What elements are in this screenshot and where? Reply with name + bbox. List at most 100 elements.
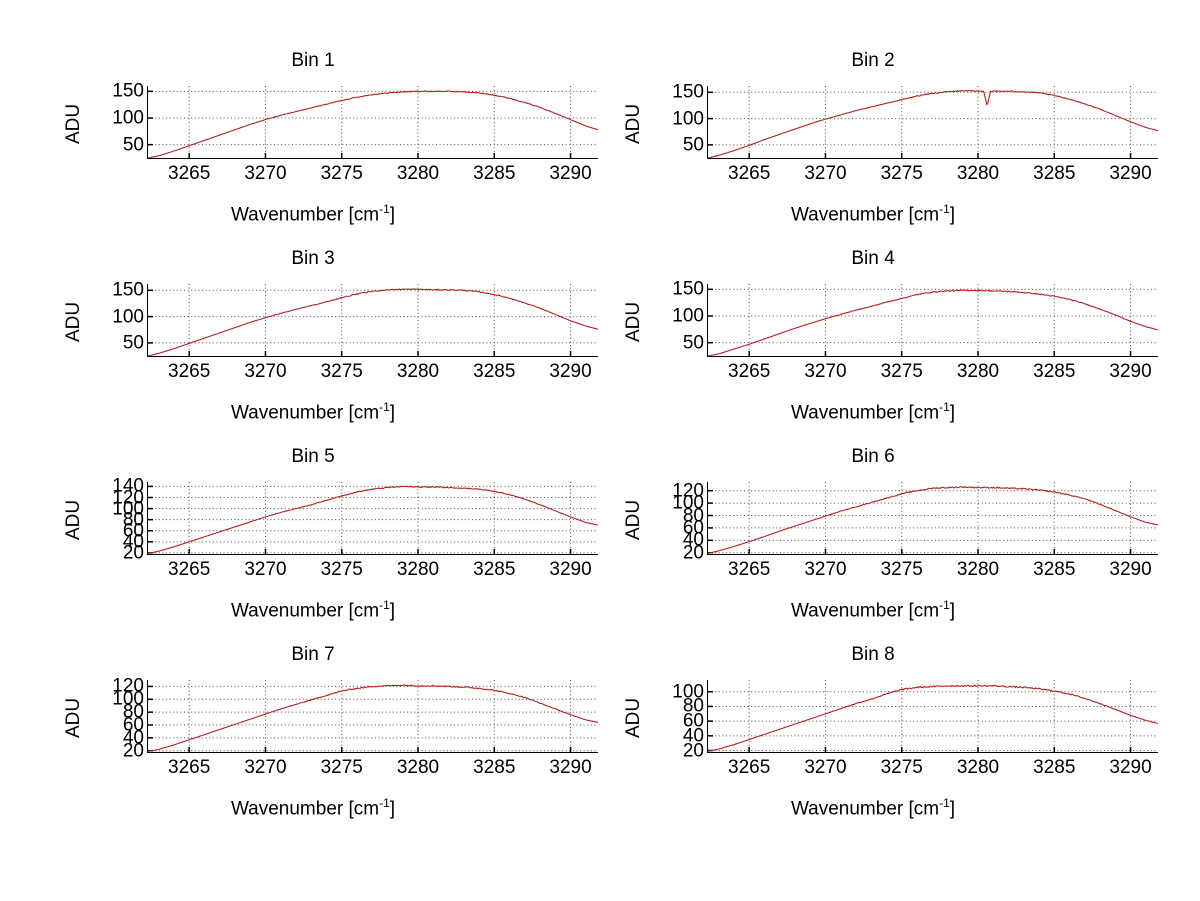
subplot-title: Bin 4 [851,248,895,269]
x-axis-label-suffix: ] [389,600,396,622]
x-axis-label-text: Wavenumber [cm [790,204,940,226]
x-tick-label: 3270 [804,559,847,580]
plot-area [708,284,1159,357]
y-tick-label: 40 [682,529,704,551]
x-tick-label: 3280 [956,757,1000,778]
subplot-title: Bin 5 [291,446,335,467]
plot-axes: 20 40 60 80 100 120 140 3265 3270 3275 3280 3285 329… [112,477,599,580]
y-tick-labels: 50 100 150 [88,82,148,158]
y-tick-label: 50 [682,332,704,354]
x-tick-label: 3265 [728,559,771,580]
spectrum-line [148,288,599,357]
y-tick-label: 150 [672,278,704,300]
x-axis-label-text: Wavenumber [cm [230,402,380,424]
plot-area [708,482,1159,554]
plot-axes: 50 100 150 3265 3270 3275 3280 3285 3290 [112,82,599,184]
spectrum-line [148,684,599,752]
plot-axes: 50 100 150 3265 3270 3275 3280 3285 3290 [672,83,1159,184]
x-tick-label: 3290 [549,559,592,580]
plot-area [148,86,599,159]
subplot-bin-5: Bin 5 ADU 20 40 60 80 100 120 140 3265 3270 3275 328… [33,446,599,636]
x-axis-label-suffix: ] [389,402,396,424]
x-axis-label-exponent: -1 [379,202,390,216]
subplot-title: Bin 3 [291,248,335,269]
subplot-title: Bin 2 [851,50,895,71]
y-axis-label: ADU [623,697,644,738]
x-tick-labels: 3265 3270 3275 3280 3285 3290 [708,356,1158,386]
x-axis-label: Wavenumber [cm-1] [593,598,1153,622]
spectrum-line [708,485,1159,554]
x-tick-labels: 3265 3270 3275 3280 3285 3290 [148,752,598,782]
y-tick-label: 100 [112,107,144,129]
x-tick-label: 3275 [320,163,363,184]
x-tick-labels: 3265 3270 3275 3280 3285 3290 [708,158,1158,188]
spectrum-line [708,684,1159,752]
x-tick-label: 3285 [473,559,516,580]
y-tick-label: 20 [122,740,144,762]
x-tick-label: 3275 [320,757,363,778]
y-tick-label: 150 [112,80,144,102]
y-tick-label: 60 [682,710,704,732]
plot-area [148,284,599,357]
x-tick-label: 3285 [1033,559,1076,580]
x-axis-label-suffix: ] [949,204,956,226]
y-tick-label: 100 [672,305,704,327]
y-tick-label: 60 [122,714,144,736]
subplot-title: Bin 7 [291,644,335,665]
plot-canvas [148,284,599,357]
plot-canvas [708,284,1159,357]
x-tick-label: 3270 [804,361,847,382]
y-tick-label: 80 [122,509,144,531]
y-tick-label: 100 [112,688,144,710]
x-tick-label: 3265 [728,361,771,382]
y-tick-label: 50 [682,134,704,156]
plot-axes: 50 100 150 3265 3270 3275 3280 3285 3290 [112,281,599,382]
y-tick-label: 100 [112,498,144,520]
x-tick-label: 3265 [728,757,771,778]
plot-canvas [708,86,1159,159]
y-axis-label: ADU [63,103,84,144]
y-tick-labels: 20 40 60 80 100 [648,680,708,760]
plot-canvas [148,86,599,159]
y-tick-label: 100 [672,108,704,130]
y-tick-labels: 20 40 60 80 100 120 140 [88,477,148,562]
plot-area [148,482,599,554]
x-tick-label: 3275 [880,163,923,184]
plot-canvas [708,680,1159,752]
x-axis-label-exponent: -1 [379,598,390,612]
x-tick-label: 3265 [168,757,211,778]
y-tick-label: 80 [122,701,144,723]
x-tick-label: 3275 [880,757,923,778]
subplot-bin-1: Bin 1 ADU 50 100 150 3265 3270 3275 3280 3285 3290… [33,50,599,240]
y-tick-labels: 50 100 150 [88,281,148,356]
y-tick-label: 20 [682,740,704,762]
x-tick-label: 3285 [1033,163,1076,184]
x-tick-label: 3280 [396,757,440,778]
x-tick-label: 3285 [473,757,516,778]
y-tick-label: 40 [122,531,144,553]
x-tick-label: 3265 [168,163,211,184]
y-tick-label: 100 [672,681,704,703]
x-axis-label-text: Wavenumber [cm [790,600,940,622]
y-axis-label: ADU [623,499,644,540]
x-tick-label: 3275 [880,361,923,382]
x-axis-label-exponent: -1 [379,400,390,414]
x-tick-label: 3280 [956,361,1000,382]
subplot-title: Bin 8 [851,644,895,665]
x-axis-label-suffix: ] [949,600,956,622]
y-tick-label: 150 [672,81,704,103]
y-tick-label: 50 [122,332,144,354]
y-tick-label: 20 [682,542,704,564]
x-axis-label-exponent: -1 [939,598,950,612]
y-tick-labels: 20 40 60 80 100 120 [648,481,708,562]
x-axis-label: Wavenumber [cm-1] [33,796,593,820]
y-tick-label: 40 [682,725,704,747]
subplot-bin-3: Bin 3 ADU 50 100 150 3265 3270 3275 3280 3285 3290… [33,248,599,438]
x-tick-labels: 3265 3270 3275 3280 3285 3290 [708,752,1158,782]
x-axis-label-exponent: -1 [939,796,950,810]
subplot-bin-6: Bin 6 ADU 20 40 60 80 100 120 3265 3270 3275 3280 32… [593,446,1159,636]
x-tick-labels: 3265 3270 3275 3280 3285 3290 [708,554,1158,584]
x-axis-label-suffix: ] [949,798,956,820]
plot-canvas [148,482,599,554]
